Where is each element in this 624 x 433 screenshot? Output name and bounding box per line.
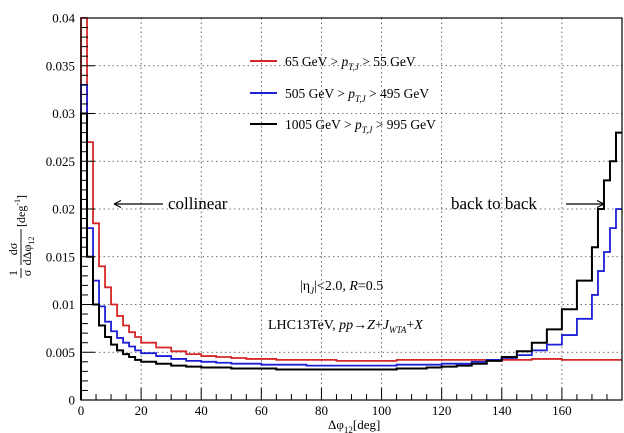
series-line-2 (80, 112, 622, 400)
y-tick-label-1: 0.005 (46, 345, 75, 360)
x-tick-label-6: 120 (432, 403, 452, 418)
y-label-dfrac-num: dσ (6, 242, 20, 255)
y-label-unit: [deg-1] (13, 195, 28, 227)
y-label-frac-den: σ (20, 269, 34, 276)
legend-label-0: 65 GeV > pT,J > 55 GeV (285, 54, 416, 72)
legend-label-2: 1005 GeV > pT,J > 995 GeV (285, 117, 436, 135)
x-tick-label-2: 40 (195, 403, 208, 418)
series-line-1 (80, 83, 622, 400)
y-tick-label-2: 0.01 (52, 297, 75, 312)
back-to-back-label: back to back (451, 194, 537, 213)
grid-lines (81, 18, 622, 400)
collinear-arrowhead (113, 199, 122, 209)
x-tick-label-7: 140 (492, 403, 512, 418)
series-layer (80, 17, 622, 400)
y-tick-label-7: 0.035 (46, 58, 75, 73)
legend: 65 GeV > pT,J > 55 GeV 505 GeV > pT,J > … (250, 54, 436, 135)
collinear-label: collinear (168, 194, 228, 213)
legend-entry-0: 65 GeV > pT,J > 55 GeV (250, 54, 416, 72)
x-tick-label-4: 80 (315, 403, 328, 418)
y-tick-label-0: 0 (69, 393, 76, 408)
x-axis-label: Δφ12[deg] (328, 417, 380, 433)
y-tick-label-6: 0.03 (52, 106, 75, 121)
x-tick-label-0: 0 (78, 403, 85, 418)
y-tick-label-4: 0.02 (52, 202, 75, 217)
x-tick-label-8: 160 (552, 403, 572, 418)
process-annotation: LHC13TeV, pp→Z+JWTA+X (268, 318, 423, 335)
back-to-back-arrowhead (596, 199, 605, 209)
axes: 0 20 40 60 80 100 120 140 160 0 0.005 0.01 0.015 0.02… (46, 11, 608, 418)
annotation-collinear: collinear (113, 194, 228, 213)
x-tick-label-3: 60 (255, 403, 268, 418)
y-axis-label: 1 σ dσ dΔφ12 [deg-1] (6, 195, 36, 278)
y-label-dfrac-den: dΔφ12 (20, 237, 36, 266)
cut-annotation: |ηJ|<2.0, R=0.5 (300, 279, 383, 296)
y-tick-label-3: 0.015 (46, 249, 75, 264)
y-label-frac-num: 1 (6, 270, 20, 276)
y-tick-label-5: 0.025 (46, 154, 75, 169)
annotation-back-to-back: back to back (451, 194, 605, 213)
y-tick-label-8: 0.04 (52, 11, 75, 26)
legend-entry-2: 1005 GeV > pT,J > 995 GeV (250, 117, 436, 135)
legend-entry-1: 505 GeV > pT,J > 495 GeV (250, 86, 429, 104)
x-tick-label-1: 20 (135, 403, 148, 418)
legend-label-1: 505 GeV > pT,J > 495 GeV (285, 86, 429, 104)
x-tick-label-5: 100 (372, 403, 392, 418)
series-line-0 (80, 17, 622, 400)
